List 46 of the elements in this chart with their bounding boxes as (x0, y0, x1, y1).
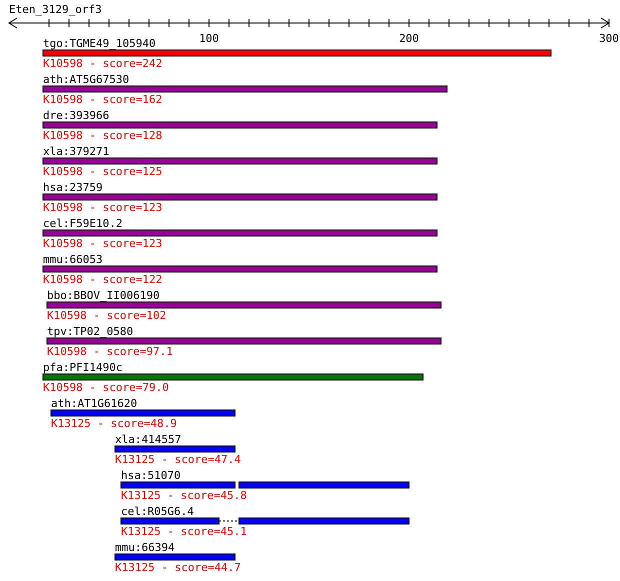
annotation: K13125 - score=45.8 (121, 489, 247, 502)
bar (46, 302, 442, 308)
annotation: K10598 - score=79.0 (43, 381, 169, 394)
annotation: K13125 - score=45.1 (121, 525, 247, 538)
x-tick-label: 300 (599, 32, 619, 46)
bar (42, 266, 438, 272)
bar (42, 230, 438, 236)
annotation: K13125 - score=48.9 (51, 417, 177, 430)
y-tick-label: cel:F59E10.2 (43, 217, 122, 230)
annotation: K10598 - score=242 (43, 57, 162, 70)
y-tick-label: bbo:BBOV_II006190 (47, 289, 160, 302)
y-tick-label: ath:AT5G67530 (43, 73, 130, 86)
y-tick-label: pfa:PFI1490c (43, 361, 122, 374)
x-tick-label: 100 (199, 32, 219, 46)
bar (42, 122, 438, 128)
y-tick-label: xla:379271 (43, 145, 110, 158)
annotation: K13125 - score=44.7 (115, 561, 241, 574)
annotation: K10598 - score=162 (43, 93, 162, 106)
y-tick-label: mmu:66053 (43, 253, 103, 266)
annotation: K13125 - score=47.4 (115, 453, 242, 466)
bar (238, 482, 410, 488)
annotation: K10598 - score=102 (47, 309, 166, 322)
chart-title: Eten_3129_orf3 (9, 3, 102, 16)
y-tick-label: hsa:23759 (43, 181, 103, 194)
y-tick-label: tgo:TGME49_105940 (43, 37, 156, 50)
bar (42, 86, 448, 92)
bar (42, 50, 552, 56)
annotation: K10598 - score=122 (43, 273, 162, 286)
bar (42, 158, 438, 164)
y-tick-label: hsa:51070 (121, 469, 181, 482)
bar (238, 518, 410, 524)
bar (42, 374, 424, 380)
x-tick-label: 200 (399, 32, 419, 46)
annotation: K10598 - score=123 (43, 237, 162, 250)
y-tick-label: xla:414557 (115, 433, 182, 446)
y-tick-label: cel:R05G6.4 (121, 505, 194, 518)
bar (46, 338, 442, 344)
annotation: K10598 - score=97.1 (47, 345, 173, 358)
y-tick-label: tpv:TP02_0580 (47, 325, 134, 338)
bar (42, 194, 438, 200)
annotation: K10598 - score=125 (43, 165, 162, 178)
y-tick-label: mmu:66394 (115, 541, 175, 554)
y-tick-label: ath:AT1G61620 (51, 397, 138, 410)
annotation: K10598 - score=128 (43, 129, 162, 142)
y-tick-label: dre:393966 (43, 109, 110, 122)
annotation: K10598 - score=123 (43, 201, 162, 214)
